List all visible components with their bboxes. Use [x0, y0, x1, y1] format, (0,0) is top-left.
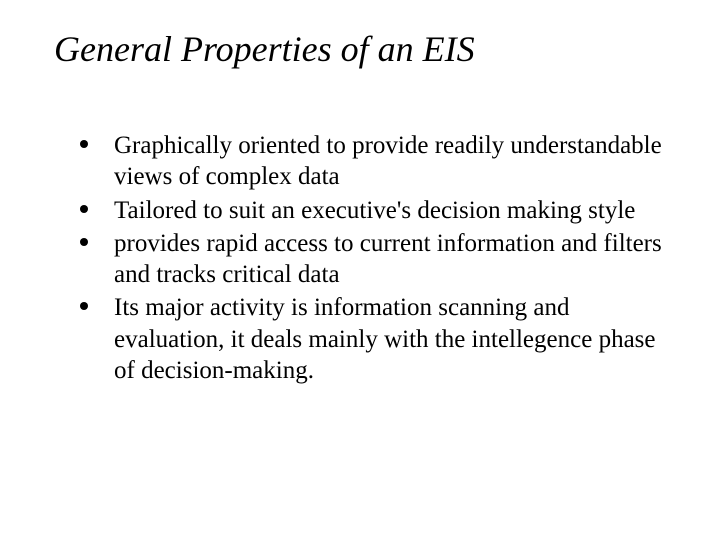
bullet-icon	[80, 205, 88, 213]
slide-title: General Properties of an EIS	[54, 28, 670, 70]
bullet-icon	[80, 302, 88, 310]
bullet-icon	[80, 238, 88, 246]
bullet-list: Graphically oriented to provide readily …	[50, 130, 670, 386]
list-item-text: provides rapid access to current informa…	[114, 230, 662, 288]
list-item: Its major activity is information scanni…	[80, 292, 670, 386]
bullet-icon	[80, 140, 88, 148]
list-item-text: Its major activity is information scanni…	[114, 294, 656, 384]
list-item-text: Tailored to suit an executive's decision…	[114, 197, 635, 224]
list-item-text: Graphically oriented to provide readily …	[114, 132, 662, 190]
list-item: provides rapid access to current informa…	[80, 228, 670, 291]
list-item: Tailored to suit an executive's decision…	[80, 195, 670, 226]
list-item: Graphically oriented to provide readily …	[80, 130, 670, 193]
